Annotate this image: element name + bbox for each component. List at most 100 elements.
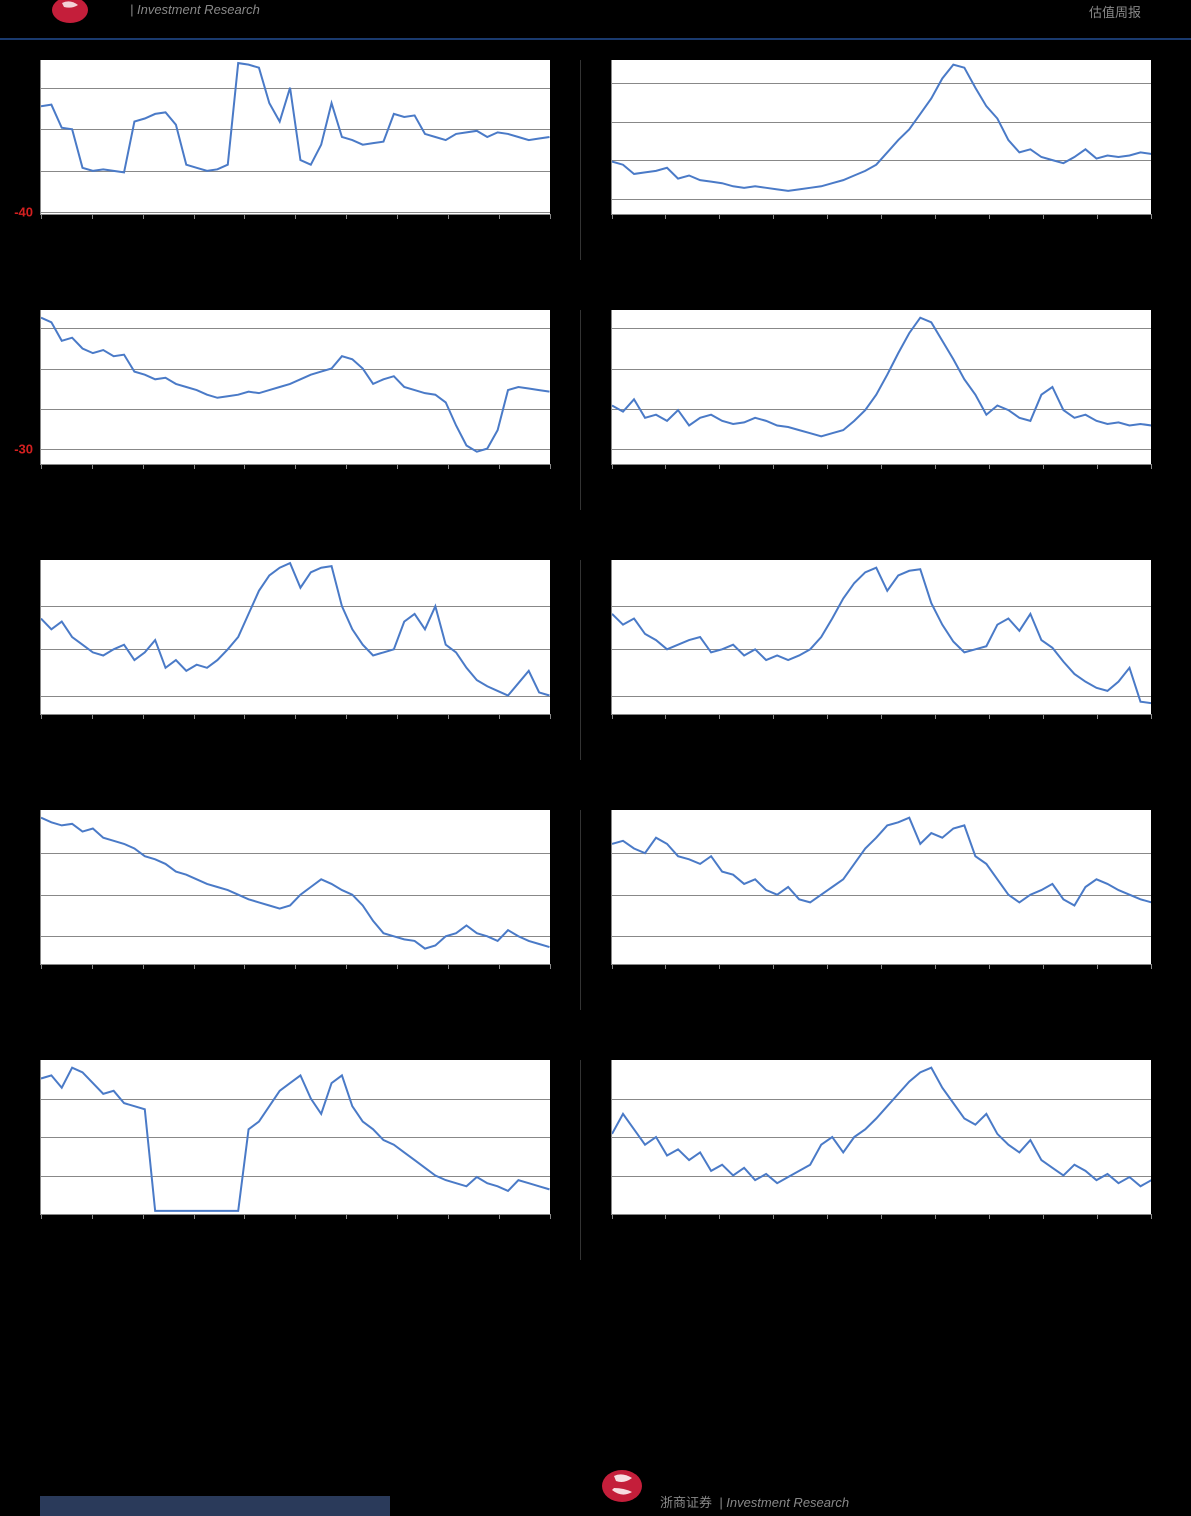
chart-xtick [719, 964, 720, 969]
chart-xtick [773, 464, 774, 469]
chart-xtick [935, 1214, 936, 1219]
chart-ylabel-highlight: -30 [14, 441, 33, 456]
chart-xtick [935, 464, 936, 469]
chart-xtick [1151, 464, 1152, 469]
chart-plot-area: -40 [40, 60, 550, 215]
chart-xtick [448, 1214, 449, 1219]
chart-panel [611, 810, 1152, 1010]
chart-xtick [244, 1214, 245, 1219]
chart-xtick [244, 464, 245, 469]
chart-xtick [143, 964, 144, 969]
chart-series-line [41, 818, 550, 949]
chart-xtick [773, 964, 774, 969]
chart-xtick [346, 714, 347, 719]
chart-svg [41, 310, 550, 464]
chart-xtick [550, 1214, 551, 1219]
chart-xtick [665, 964, 666, 969]
chart-xtick [665, 1214, 666, 1219]
header-logo-icon [50, 0, 90, 25]
chart-xtick [346, 214, 347, 219]
chart-xtick [665, 464, 666, 469]
chart-xtick [881, 1214, 882, 1219]
chart-xtick [92, 714, 93, 719]
chart-xtick [1151, 964, 1152, 969]
chart-xtick [194, 214, 195, 219]
chart-xtick [773, 214, 774, 219]
chart-xtick [295, 464, 296, 469]
chart-xtick [143, 214, 144, 219]
chart-xtick [397, 464, 398, 469]
chart-xtick [827, 464, 828, 469]
chart-panel: -30 [40, 310, 581, 510]
chart-svg [41, 560, 550, 714]
chart-xtick [989, 214, 990, 219]
chart-xtick [1043, 214, 1044, 219]
chart-xtick [92, 1214, 93, 1219]
chart-ylabel-highlight: -40 [14, 205, 33, 220]
chart-xtick [881, 714, 882, 719]
page-footer: 浙商证券 | Investment Research [0, 1466, 1191, 1516]
chart-xtick [448, 464, 449, 469]
chart-xtick [346, 1214, 347, 1219]
chart-svg [612, 560, 1152, 714]
chart-xtick [143, 714, 144, 719]
chart-svg [41, 60, 550, 214]
chart-xtick [448, 964, 449, 969]
chart-xtick [550, 714, 551, 719]
chart-xtick [397, 714, 398, 719]
chart-xtick [499, 964, 500, 969]
chart-svg [41, 810, 550, 964]
chart-xtick [1097, 214, 1098, 219]
chart-xtick [499, 714, 500, 719]
chart-xtick [550, 964, 551, 969]
chart-panel: -40 [40, 60, 581, 260]
chart-xtick [719, 714, 720, 719]
chart-xtick [194, 464, 195, 469]
chart-plot-area [40, 560, 550, 715]
chart-xtick [665, 214, 666, 219]
chart-panel [40, 810, 581, 1010]
chart-xtick [719, 214, 720, 219]
chart-panel [611, 60, 1152, 260]
chart-xtick [719, 1214, 720, 1219]
charts-grid: -40 -30 [0, 40, 1191, 1280]
chart-plot-area [40, 1060, 550, 1215]
chart-xtick [827, 1214, 828, 1219]
chart-xtick [143, 1214, 144, 1219]
chart-xtick [41, 464, 42, 469]
chart-xtick [448, 214, 449, 219]
chart-xtick [989, 464, 990, 469]
chart-xtick [499, 1214, 500, 1219]
chart-series-line [41, 1068, 550, 1211]
chart-xtick [827, 714, 828, 719]
chart-xtick [41, 1214, 42, 1219]
chart-xtick [719, 464, 720, 469]
chart-xtick [1097, 1214, 1098, 1219]
chart-xtick [41, 714, 42, 719]
chart-plot-area [611, 560, 1152, 715]
chart-xtick [295, 214, 296, 219]
chart-xtick [1043, 714, 1044, 719]
chart-xtick [1043, 1214, 1044, 1219]
chart-xtick [397, 1214, 398, 1219]
chart-xtick [1097, 464, 1098, 469]
chart-xtick [499, 214, 500, 219]
chart-xtick [989, 964, 990, 969]
chart-xtick [295, 964, 296, 969]
chart-xtick [665, 714, 666, 719]
chart-xtick [92, 464, 93, 469]
chart-series-line [612, 1068, 1152, 1187]
chart-xtick [41, 964, 42, 969]
chart-svg [612, 1060, 1152, 1214]
chart-xtick [448, 714, 449, 719]
chart-xtick [881, 464, 882, 469]
chart-series-line [41, 563, 550, 695]
chart-xtick [499, 464, 500, 469]
chart-xtick [881, 214, 882, 219]
chart-plot-area [611, 60, 1152, 215]
chart-xtick [244, 214, 245, 219]
page-header: | Investment Research 估值周报 [0, 0, 1191, 40]
chart-xtick [295, 714, 296, 719]
footer-company-text: 浙商证券 | Investment Research [660, 1492, 849, 1511]
chart-plot-area [611, 1060, 1152, 1215]
